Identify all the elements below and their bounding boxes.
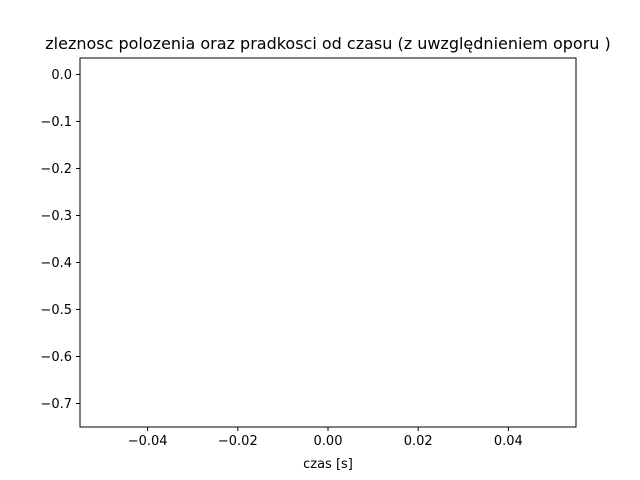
y-tick-label: 0.0 (51, 68, 72, 83)
x-axis-label: czas [s] (303, 457, 353, 472)
x-tick-label: 0.02 (404, 434, 433, 449)
x-tick-label: 0.00 (314, 434, 343, 449)
y-tick-label: −0.3 (40, 209, 72, 224)
x-tick-label: −0.04 (128, 434, 168, 449)
x-tick-label: 0.04 (494, 434, 523, 449)
y-tick-label: −0.6 (40, 350, 72, 365)
y-tick-label: −0.5 (40, 303, 72, 318)
y-tick-label: −0.7 (40, 397, 72, 412)
x-tick-label: −0.02 (218, 434, 258, 449)
y-axis-ticks: 0.0 −0.1 −0.2 −0.3 −0.4 −0.5 −0.6 −0.7 (40, 68, 80, 412)
chart-title: zleznosc polozenia oraz pradkosci od cza… (45, 34, 611, 53)
x-axis-ticks: −0.04 −0.02 0.00 0.02 0.04 (128, 427, 523, 449)
y-tick-label: −0.2 (40, 162, 72, 177)
y-tick-label: −0.4 (40, 256, 72, 271)
y-tick-label: −0.1 (40, 115, 72, 130)
plot-area (79, 57, 577, 428)
